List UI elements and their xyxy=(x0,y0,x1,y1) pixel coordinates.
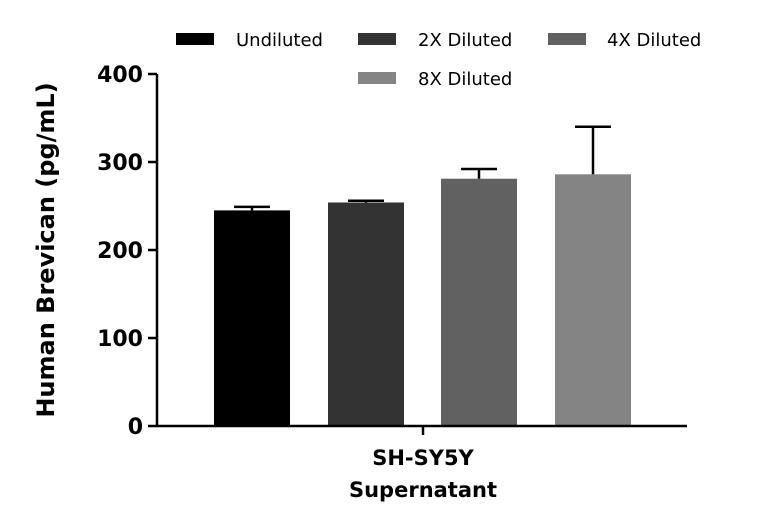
x-category-label-line2: Supernatant xyxy=(349,478,497,502)
y-tick-label: 300 xyxy=(97,151,143,176)
legend-swatch xyxy=(548,33,586,45)
legend-label: 8X Diluted xyxy=(418,69,512,90)
y-tick-label: 200 xyxy=(97,239,143,264)
legend-label: 2X Diluted xyxy=(418,30,512,51)
bar xyxy=(328,202,404,426)
legend: Undiluted 2X Diluted 4X Diluted 8X Diluted xyxy=(176,30,701,90)
x-category-label-line1: SH-SY5Y xyxy=(372,446,474,470)
legend-swatch xyxy=(176,33,214,45)
bars xyxy=(214,125,631,426)
bar xyxy=(441,178,517,426)
y-axis: 0 100 200 300 400 xyxy=(97,63,159,440)
y-axis-label: Human Brevican (pg/mL) xyxy=(32,82,60,417)
y-tick-label: 0 xyxy=(128,415,143,440)
legend-swatch xyxy=(358,72,396,84)
legend-label: 4X Diluted xyxy=(607,30,701,51)
bar xyxy=(214,210,290,426)
legend-label: Undiluted xyxy=(236,30,323,51)
bar xyxy=(555,174,631,426)
x-axis xyxy=(157,424,687,435)
y-tick-label: 100 xyxy=(97,327,143,352)
legend-swatch xyxy=(358,33,396,45)
y-tick-label: 400 xyxy=(97,63,143,88)
